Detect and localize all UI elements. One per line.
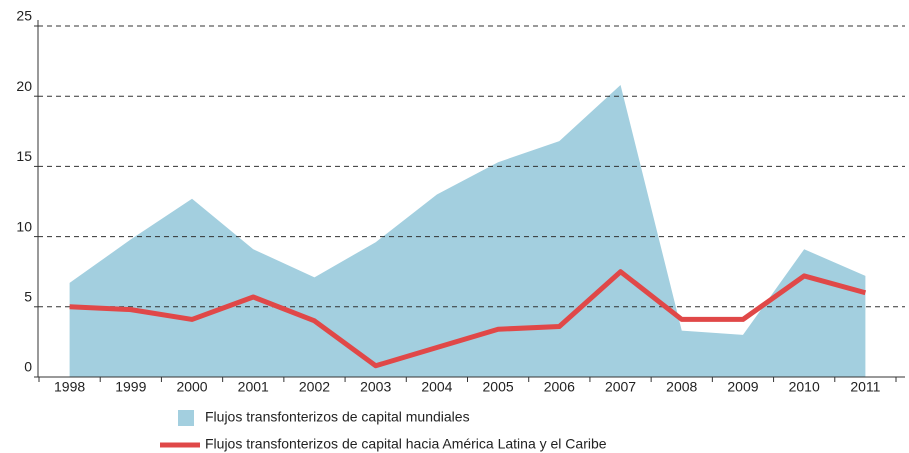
legend-label: Flujos transfonterizos de capital mundia… [205, 409, 470, 425]
x-tick-label: 2009 [727, 379, 758, 395]
x-tick-label: 2010 [789, 379, 820, 395]
x-tick-label: 2006 [544, 379, 575, 395]
y-tick-label: 20 [16, 78, 32, 94]
line [69, 269, 867, 369]
x-tick-label: 2007 [605, 379, 636, 395]
x-tick-label: 1999 [115, 379, 146, 395]
x-tick-label: 2000 [176, 379, 207, 395]
x-tick-label: 2005 [483, 379, 514, 395]
legend-label: Flujos transfonterizos de capital hacia … [205, 436, 607, 452]
x-tick-label: 2003 [360, 379, 391, 395]
x-tick-label: 2008 [666, 379, 697, 395]
x-tick-label: 2004 [421, 379, 452, 395]
y-tick-label: 0 [24, 359, 32, 375]
x-tick-label: 2001 [238, 379, 269, 395]
y-tick-label: 15 [16, 148, 32, 164]
x-tick-label: 2002 [299, 379, 330, 395]
legend-swatch [178, 410, 194, 426]
y-tick-label: 10 [16, 218, 32, 234]
y-tick-label: 25 [16, 8, 32, 24]
y-tick-label: 5 [24, 289, 32, 305]
x-tick-label: 2011 [850, 379, 880, 395]
x-tick-label: 1998 [54, 379, 85, 395]
area [69, 84, 866, 377]
